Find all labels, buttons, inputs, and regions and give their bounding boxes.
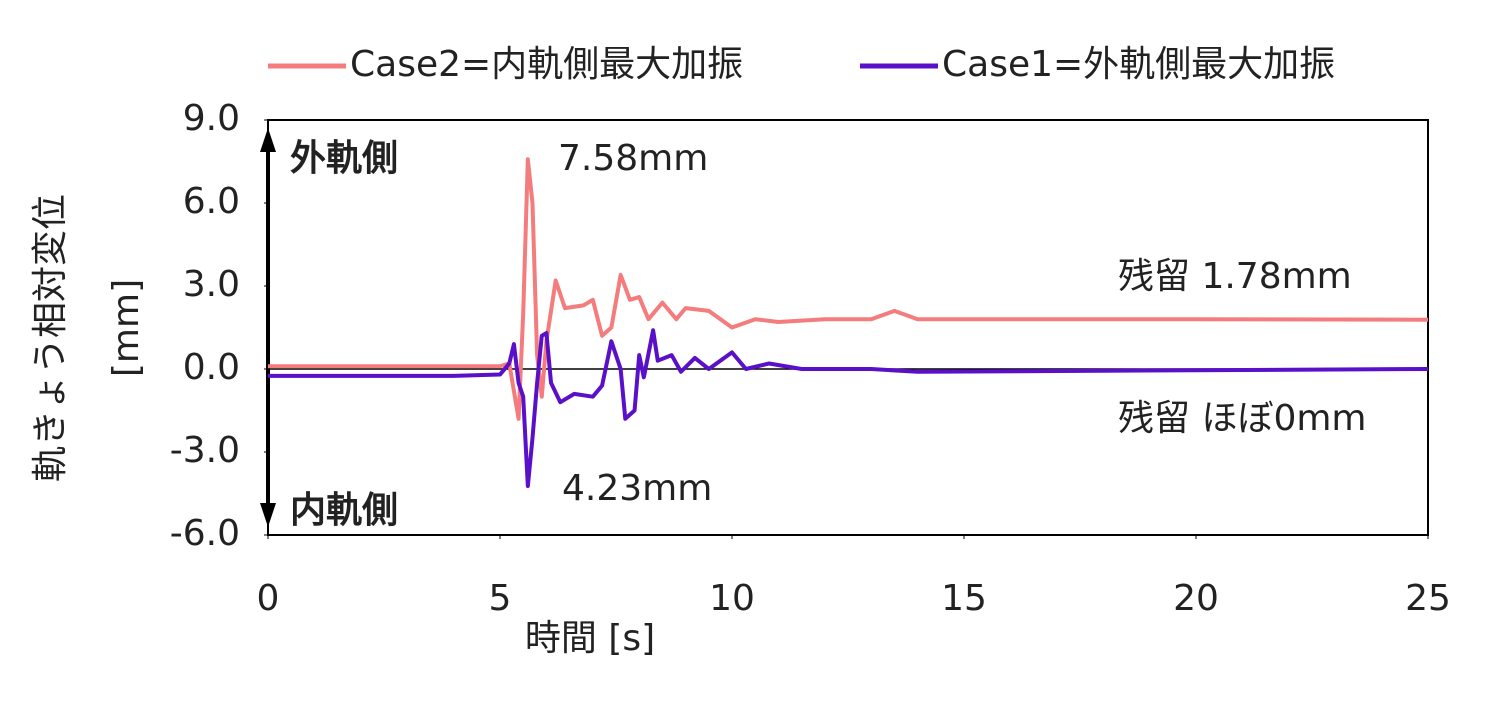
legend-label: Case2=内軌側最大加振 bbox=[350, 44, 743, 85]
arrow-head bbox=[260, 503, 276, 527]
series-line bbox=[268, 328, 1429, 489]
x-tick-label: 10 bbox=[709, 578, 755, 619]
annotation: 内軌側 bbox=[290, 490, 398, 531]
annotation: 4.23mm bbox=[562, 468, 712, 509]
y-axis-title: 軌きょう相対変位 bbox=[30, 194, 71, 482]
y-axis-title: [mm] bbox=[106, 279, 147, 377]
y-tick-label: -6.0 bbox=[170, 513, 240, 554]
x-tick-label: 20 bbox=[1173, 578, 1219, 619]
legend-label: Case1=外軌側最大加振 bbox=[942, 44, 1335, 85]
x-axis-title: 時間 [s] bbox=[525, 618, 655, 659]
arrow-head bbox=[260, 128, 276, 152]
annotation: 残留 1.78mm bbox=[1118, 256, 1352, 297]
series-line bbox=[268, 157, 1429, 421]
x-tick-label: 5 bbox=[489, 578, 512, 619]
annotation: 7.58mm bbox=[558, 138, 708, 179]
annotation: 残留 ほぼ0mm bbox=[1118, 398, 1367, 439]
annotation: 外軌側 bbox=[290, 138, 398, 179]
y-tick-label: 9.0 bbox=[183, 98, 240, 139]
y-tick-label: -3.0 bbox=[170, 430, 240, 471]
x-tick-label: 0 bbox=[257, 578, 280, 619]
y-tick-label: 3.0 bbox=[183, 264, 240, 305]
y-tick-label: 0.0 bbox=[183, 347, 240, 388]
x-tick-label: 15 bbox=[941, 578, 987, 619]
y-tick-label: 6.0 bbox=[183, 181, 240, 222]
x-tick-label: 25 bbox=[1405, 578, 1451, 619]
plot-frame bbox=[267, 119, 1429, 536]
